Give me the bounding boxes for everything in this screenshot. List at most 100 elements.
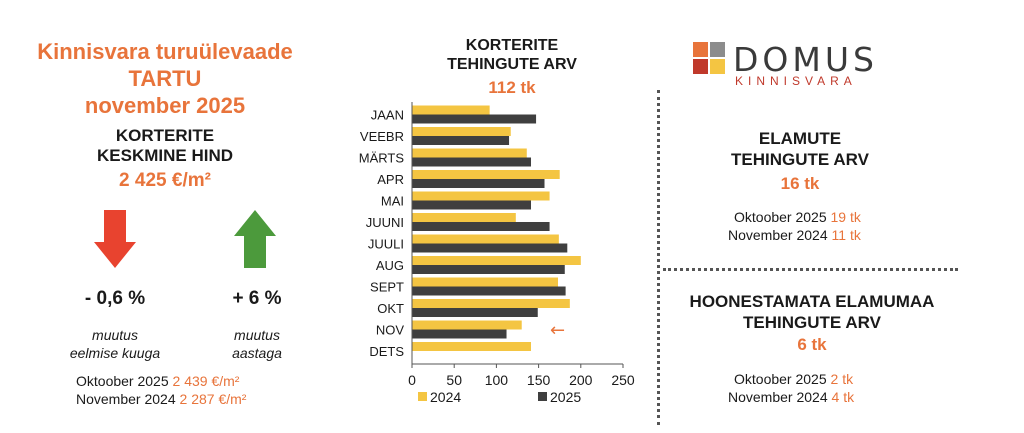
yearly-change-value: + 6 %: [232, 288, 282, 309]
chart-title-line2: TEHINGUTE ARV: [447, 56, 577, 73]
logo-square-icon: [693, 59, 708, 74]
houses-comparison-nov-label: November 2024: [728, 227, 828, 243]
legend-swatch-2024: [418, 392, 427, 401]
price-comparison-oct-value: 2 439 €/m²: [172, 373, 240, 389]
bar-2024-aug: [412, 256, 581, 265]
report-title: Kinnisvara turuülevaade TARTU november 2…: [20, 38, 310, 119]
category-label: MAI: [381, 194, 404, 209]
logo-square-icon: [710, 42, 725, 57]
report-title-line2: TARTU: [128, 66, 202, 91]
avg-price-heading: KORTERITE KESKMINE HIND: [20, 126, 310, 166]
bar-2025-juuli: [412, 243, 568, 253]
bar-2024-juuni: [412, 213, 516, 222]
avg-price-value: 2 425 €/m²: [119, 170, 211, 191]
bar-2024-sept: [412, 277, 559, 287]
category-label: SEPT: [370, 280, 404, 295]
yearly-change-note-line2: aastaga: [232, 345, 282, 361]
bar-2025-mai: [412, 200, 532, 210]
land-heading: HOONESTAMATA ELAMUMAA TEHINGUTE ARV: [662, 291, 962, 333]
category-label: DETS: [369, 344, 404, 359]
domus-logo: DOMUS KINNISVARA: [693, 40, 933, 88]
nov-pointer-arrow-icon: ←: [550, 320, 565, 341]
land-total: 6 tk: [797, 335, 827, 354]
land-comparison-nov-value: 4 tk: [831, 389, 855, 405]
houses-comparison-nov: November 2024 11 tk: [728, 226, 861, 244]
price-comparison-nov-label: November 2024: [76, 391, 176, 407]
x-tick-label: 50: [446, 372, 462, 388]
land-comparison-oct-value: 2 tk: [830, 371, 854, 387]
bar-2025-veebr: [412, 136, 510, 145]
bar-2024-okt: [412, 299, 570, 308]
category-label: AUG: [376, 258, 404, 273]
bar-2025-jaan: [412, 114, 537, 124]
category-label: OKT: [377, 301, 404, 316]
yearly-change-note-line1: muutus: [234, 327, 280, 343]
land-heading-line1: HOONESTAMATA ELAMUMAA: [689, 292, 935, 311]
bar-2025-apr: [412, 179, 545, 188]
bar-2024-veebr: [412, 127, 511, 136]
category-label: JUULI: [368, 237, 404, 252]
houses-heading-line1: ELAMUTE: [758, 129, 842, 148]
bar-2024-mai: [412, 191, 550, 201]
x-tick-label: 200: [569, 372, 593, 388]
horizontal-divider: [663, 268, 958, 271]
monthly-change-note: muutus eelmise kuuga: [45, 326, 185, 362]
logo-subtext: KINNISVARA: [735, 74, 857, 88]
avg-price-heading-line1: KORTERITE: [115, 126, 215, 145]
monthly-change-note-line2: eelmise kuuga: [69, 345, 161, 361]
price-comparison-oct: Oktoober 2025 2 439 €/m²: [76, 372, 239, 390]
report-title-line3: november 2025: [84, 93, 246, 118]
land-comparison-oct: Oktoober 2025 2 tk: [734, 370, 853, 388]
legend-label-2025: 2025: [550, 389, 581, 405]
land-heading-line2: TEHINGUTE ARV: [743, 313, 881, 332]
chart-title-line1: KORTERITE: [465, 37, 559, 54]
houses-comparison-oct-label: Oktoober 2025: [734, 209, 827, 225]
yearly-change-note: muutus aastaga: [187, 326, 327, 362]
x-tick-label: 100: [485, 372, 509, 388]
category-label: MÄRTS: [359, 151, 405, 166]
category-label: NOV: [376, 323, 405, 338]
bar-2024-dets: [412, 342, 532, 351]
bar-2025-sept: [412, 286, 566, 296]
logo-square-icon: [710, 59, 725, 74]
houses-total: 16 tk: [780, 174, 820, 193]
price-comparison-nov: November 2024 2 287 €/m²: [76, 390, 246, 408]
monthly-change-note-line1: muutus: [92, 327, 138, 343]
houses-comparison-oct: Oktoober 2025 19 tk: [734, 208, 861, 226]
bar-2024-juuli: [412, 234, 559, 244]
logo-wordmark: DOMUS: [733, 40, 878, 79]
category-label: JUUNI: [366, 215, 404, 230]
price-comparison-oct-label: Oktoober 2025: [76, 373, 169, 389]
up-arrow-icon: [234, 210, 276, 268]
houses-heading: ELAMUTE TEHINGUTE ARV: [660, 128, 940, 170]
logo-square-icon: [693, 42, 708, 57]
monthly-change-value: - 0,6 %: [84, 288, 146, 309]
houses-comparison-oct-value: 19 tk: [830, 209, 861, 225]
land-comparison-oct-label: Oktoober 2025: [734, 371, 827, 387]
report-title-line1: Kinnisvara turuülevaade: [37, 39, 293, 64]
bar-2024-apr: [412, 170, 560, 179]
chart-total: 112 tk: [488, 78, 536, 97]
land-comparison-nov-label: November 2024: [728, 389, 828, 405]
bar-2025-märts: [412, 157, 532, 167]
legend-swatch-2025: [538, 392, 547, 401]
bar-2025-okt: [412, 308, 538, 317]
land-comparison-nov: November 2024 4 tk: [728, 388, 854, 406]
bar-2024-jaan: [412, 105, 490, 115]
category-label: VEEBR: [360, 129, 404, 144]
price-comparison-nov-value: 2 287 €/m²: [179, 391, 247, 407]
x-tick-label: 250: [611, 372, 635, 388]
x-tick-label: 0: [408, 372, 416, 388]
vertical-divider: [657, 90, 660, 425]
x-tick-label: 150: [527, 372, 551, 388]
bar-2025-nov: [412, 329, 507, 339]
bar-2025-juuni: [412, 222, 550, 231]
houses-comparison-nov-value: 11 tk: [831, 227, 861, 243]
houses-heading-line2: TEHINGUTE ARV: [731, 150, 869, 169]
bar-2025-aug: [412, 265, 565, 274]
bar-2024-märts: [412, 148, 527, 158]
apartment-transactions-chart: JAAN VEEBR MÄRTS APR MAI JUUNI JUULI AUG SEPT OKT…: [359, 102, 635, 405]
avg-price-heading-line2: KESKMINE HIND: [96, 146, 233, 165]
bar-2024-nov: [412, 320, 522, 330]
down-arrow-icon: [94, 210, 136, 268]
